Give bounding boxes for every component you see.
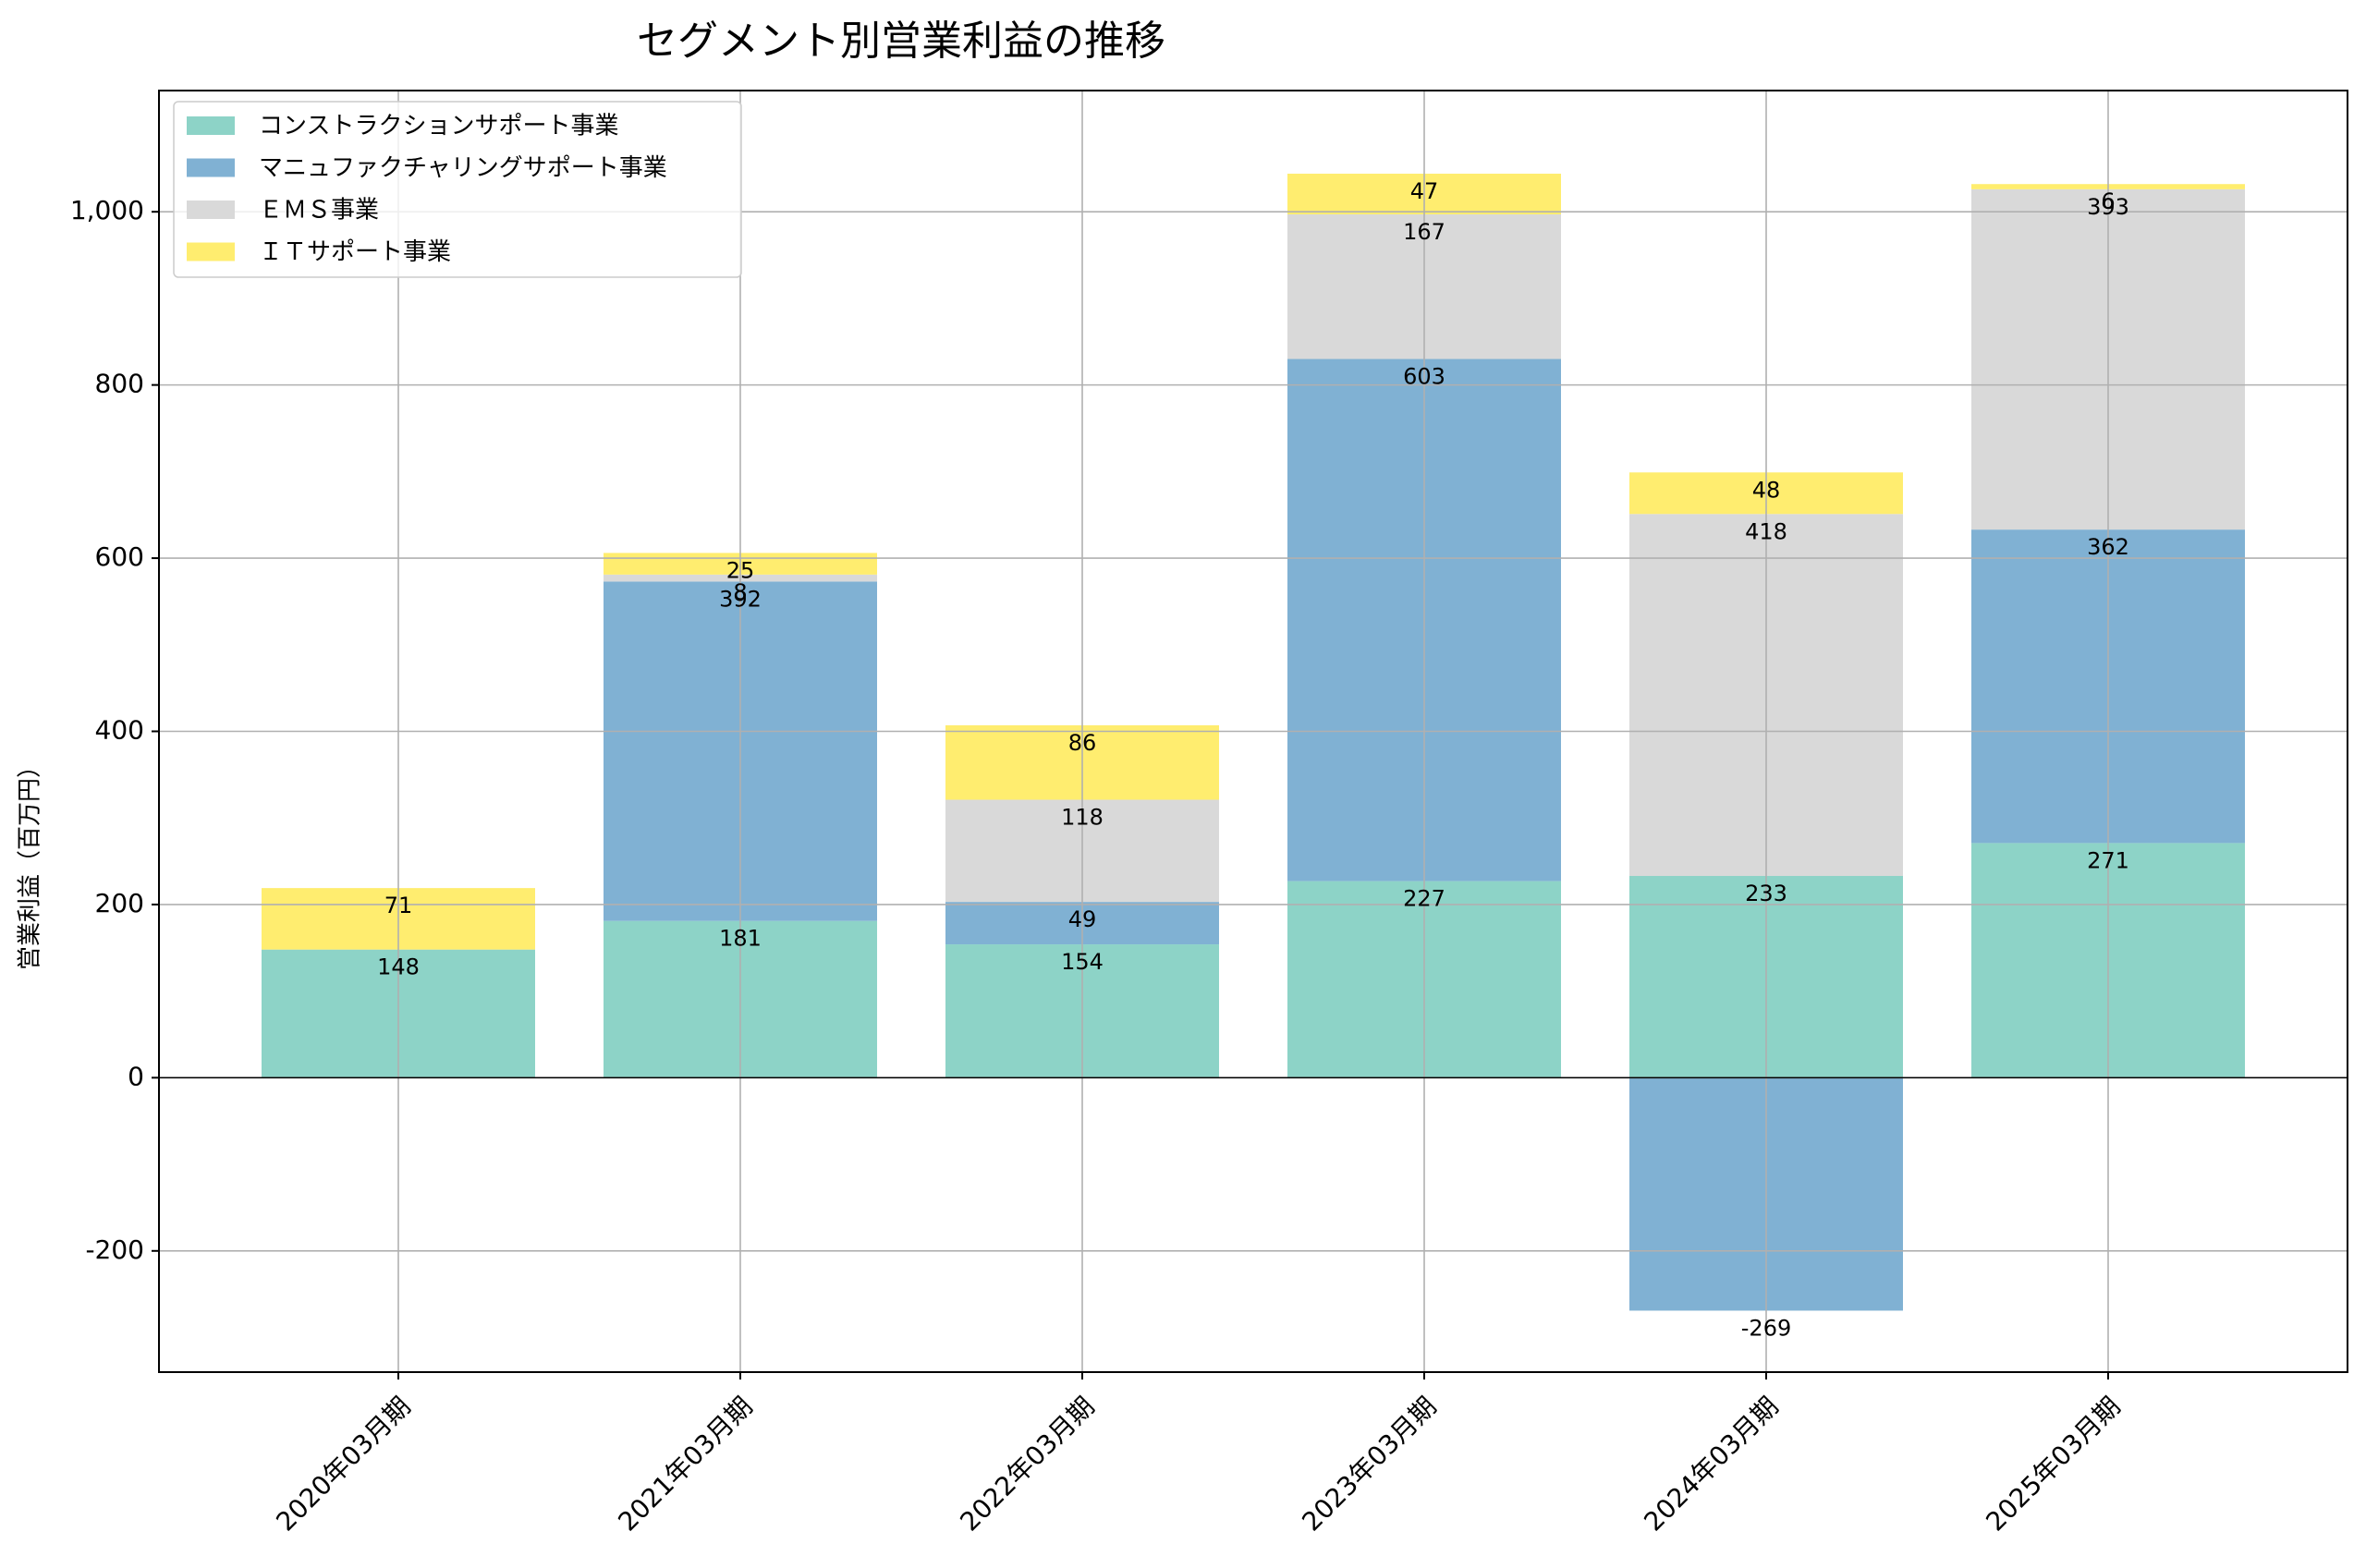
legend-swatch xyxy=(187,201,235,219)
data-label: -269 xyxy=(1741,1315,1791,1341)
data-label: 8 xyxy=(733,579,747,605)
data-label: 181 xyxy=(719,926,762,952)
x-tick-label: 2025年03月期 xyxy=(1980,1391,2126,1537)
legend-swatch xyxy=(187,116,235,135)
data-label: 86 xyxy=(1068,730,1097,756)
y-tick-label: 1,000 xyxy=(70,195,144,225)
data-label: 154 xyxy=(1061,949,1104,975)
data-label: 6 xyxy=(2101,188,2115,214)
data-label: 418 xyxy=(1745,518,1787,544)
data-label: 47 xyxy=(1410,178,1439,204)
data-label: 148 xyxy=(377,954,420,980)
y-tick-label: 600 xyxy=(95,541,144,572)
x-tick-label: 2024年03月期 xyxy=(1638,1391,1784,1537)
data-label: 118 xyxy=(1061,805,1104,831)
y-tick-label: -200 xyxy=(85,1234,144,1265)
legend-swatch xyxy=(187,158,235,177)
x-tick-label: 2021年03月期 xyxy=(612,1391,758,1537)
data-label: 233 xyxy=(1745,881,1787,906)
data-label: 362 xyxy=(2087,534,2129,560)
x-tick-label: 2023年03月期 xyxy=(1296,1391,1442,1537)
data-label: 271 xyxy=(2087,847,2129,873)
legend-entry: マニュファクチャリングサポート事業 xyxy=(259,154,667,182)
legend-entry: コンストラクションサポート事業 xyxy=(259,113,618,140)
legend-swatch xyxy=(187,242,235,261)
y-tick-label: 800 xyxy=(95,369,144,399)
data-label: 392 xyxy=(719,586,762,612)
y-tick-label: 400 xyxy=(95,715,144,746)
y-tick-label: 0 xyxy=(128,1061,144,1091)
data-label: 167 xyxy=(1403,219,1445,245)
x-tick-label: 2020年03月期 xyxy=(270,1391,416,1537)
chart-title: セグメント別営業利益の推移 xyxy=(637,18,1165,65)
data-label: 49 xyxy=(1068,906,1097,932)
legend-box xyxy=(173,101,742,278)
data-label: 48 xyxy=(1752,477,1781,503)
bars xyxy=(262,173,2245,1311)
legend-entry: ＩＴサポート事業 xyxy=(259,238,451,266)
x-tick-label: 2022年03月期 xyxy=(954,1391,1100,1537)
data-label: 25 xyxy=(726,557,755,583)
data-label: 603 xyxy=(1403,364,1445,390)
data-label: 71 xyxy=(384,893,413,918)
y-tick-label: 200 xyxy=(95,888,144,918)
legend-entry: ＥＭＳ事業 xyxy=(259,197,379,225)
data-label: 393 xyxy=(2087,194,2129,220)
data-label: 227 xyxy=(1403,886,1445,912)
